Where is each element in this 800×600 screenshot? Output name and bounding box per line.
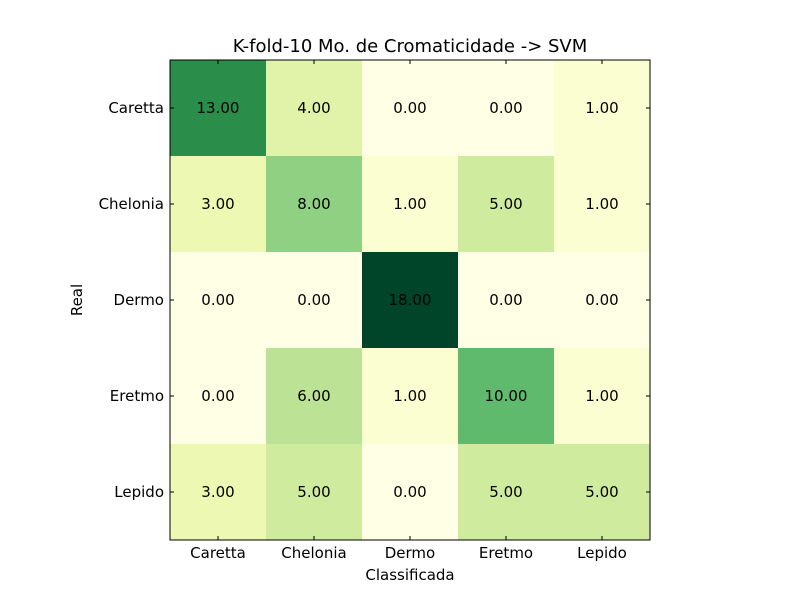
x-axis-label: Classificada [365, 566, 454, 584]
heatmap-cell [458, 444, 555, 541]
axis-ticks [170, 60, 650, 540]
cell-value-label: 5.00 [489, 483, 522, 501]
heatmap-cell [266, 156, 363, 253]
cell-value-label: 0.00 [585, 291, 618, 309]
cell-value-label: 3.00 [201, 195, 234, 213]
cell-value-label: 4.00 [297, 99, 330, 117]
x-tick-label: Lepido [577, 544, 627, 562]
cell-value-label: 1.00 [585, 387, 618, 405]
heatmap-cell [266, 348, 363, 445]
heatmap-cell [362, 444, 459, 541]
heatmap-cell [362, 348, 459, 445]
cell-value-label: 8.00 [297, 195, 330, 213]
cell-value-label: 1.00 [585, 195, 618, 213]
heatmap-cell [554, 156, 651, 253]
y-axis-label: Real [68, 284, 86, 316]
cell-value-label: 1.00 [393, 387, 426, 405]
cell-value-label: 0.00 [489, 99, 522, 117]
x-tick-labels: Caretta Chelonia Dermo Eretmo Lepido [190, 544, 627, 562]
cell-value-label: 6.00 [297, 387, 330, 405]
cell-value-label: 1.00 [393, 195, 426, 213]
heatmap-cell [362, 252, 459, 349]
heatmap-cell [170, 252, 267, 349]
y-tick-label: Lepido [114, 483, 164, 501]
heatmap-cells [170, 60, 651, 541]
cell-value-label: 0.00 [393, 99, 426, 117]
heatmap-cell [554, 444, 651, 541]
heatmap-cell [266, 60, 363, 157]
x-tick-label: Eretmo [479, 544, 533, 562]
heatmap-cell [362, 156, 459, 253]
y-tick-label: Caretta [108, 99, 164, 117]
heatmap-cell [554, 60, 651, 157]
y-tick-label: Eretmo [110, 387, 164, 405]
heatmap-cell [170, 156, 267, 253]
heatmap-cell [458, 348, 555, 445]
cell-value-label: 0.00 [489, 291, 522, 309]
heatmap-cell [458, 252, 555, 349]
heatmap-cell [170, 60, 267, 157]
cell-value-label: 10.00 [485, 387, 528, 405]
x-tick-label: Chelonia [281, 544, 346, 562]
cell-value-label: 18.00 [389, 291, 432, 309]
cell-value-labels: 13.00 4.00 0.00 0.00 1.00 3.00 8.00 1.00 5.00 1.0… [197, 99, 619, 501]
heatmap-cell [458, 156, 555, 253]
heatmap-cell [554, 252, 651, 349]
cell-value-label: 5.00 [585, 483, 618, 501]
cell-value-label: 5.00 [489, 195, 522, 213]
heatmap-cell [362, 60, 459, 157]
cell-value-label: 0.00 [201, 387, 234, 405]
heatmap-cell [266, 252, 363, 349]
cell-value-label: 3.00 [201, 483, 234, 501]
cell-value-label: 0.00 [201, 291, 234, 309]
heatmap-cell [554, 348, 651, 445]
heatmap-cell [266, 444, 363, 541]
chart-title: K-fold-10 Mo. de Cromaticidade -> SVM [233, 36, 588, 57]
cell-value-label: 13.00 [197, 99, 240, 117]
heatmap-cell [170, 348, 267, 445]
y-tick-label: Dermo [114, 291, 164, 309]
heatmap-cell [458, 60, 555, 157]
cell-value-label: 1.00 [585, 99, 618, 117]
y-tick-label: Chelonia [99, 195, 164, 213]
y-tick-labels: Caretta Chelonia Dermo Eretmo Lepido [99, 99, 164, 501]
heatmap-cell [170, 444, 267, 541]
x-tick-label: Dermo [385, 544, 435, 562]
cell-value-label: 0.00 [297, 291, 330, 309]
cell-value-label: 0.00 [393, 483, 426, 501]
cell-value-label: 5.00 [297, 483, 330, 501]
x-tick-label: Caretta [190, 544, 246, 562]
